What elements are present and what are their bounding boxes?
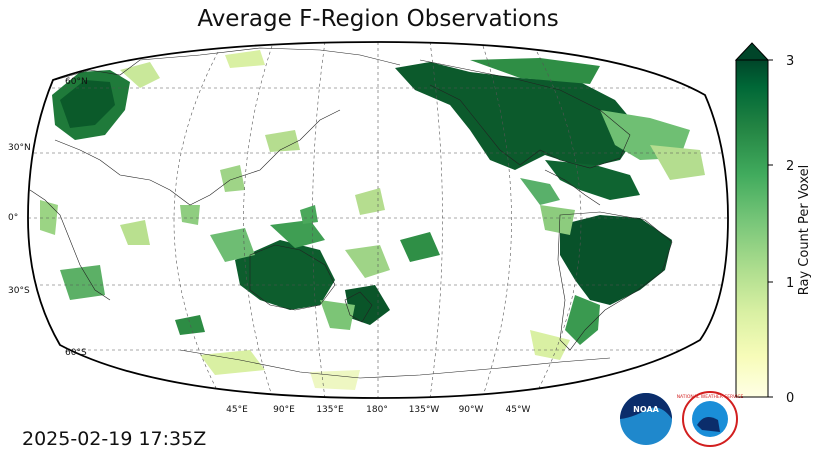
lat-label: 60°N xyxy=(65,77,88,87)
graticule-lines xyxy=(28,42,728,398)
lat-label: 60°S xyxy=(65,348,87,358)
coastlines xyxy=(29,47,673,379)
timestamp: 2025-02-19 17:35Z xyxy=(22,428,207,450)
colorbar-tick: 3 xyxy=(786,54,794,69)
svg-text:NOAA: NOAA xyxy=(633,405,659,414)
colorbar-tick: 1 xyxy=(786,276,794,291)
svg-text:NATIONAL WEATHER SERVICE: NATIONAL WEATHER SERVICE xyxy=(677,394,744,400)
noaa-logo: NOAA xyxy=(620,393,672,445)
lon-label: 45°W xyxy=(506,405,531,415)
lat-label: 0° xyxy=(8,213,18,223)
lat-label: 30°S xyxy=(8,286,30,296)
lon-label: 135°W xyxy=(409,405,440,415)
lon-label: 135°E xyxy=(316,405,344,415)
map-title: Average F-Region Observations xyxy=(197,6,559,32)
colorbar: 0 1 2 3 Ray Count Per Voxel xyxy=(734,42,812,406)
colorbar-tick: 2 xyxy=(786,159,794,174)
colorbar-tick: 0 xyxy=(786,391,794,406)
nws-logo: NATIONAL WEATHER SERVICE xyxy=(677,391,744,447)
lon-label: 180° xyxy=(366,405,388,415)
lon-label: 90°E xyxy=(273,405,295,415)
ray-count-field xyxy=(40,50,705,390)
colorbar-extend-arrow xyxy=(734,42,770,61)
lat-label: 30°N xyxy=(8,143,31,153)
colorbar-label: Ray Count Per Voxel xyxy=(797,165,812,295)
lon-label: 45°E xyxy=(226,405,248,415)
lon-label: 90°W xyxy=(459,405,484,415)
globe-outline xyxy=(27,41,729,399)
